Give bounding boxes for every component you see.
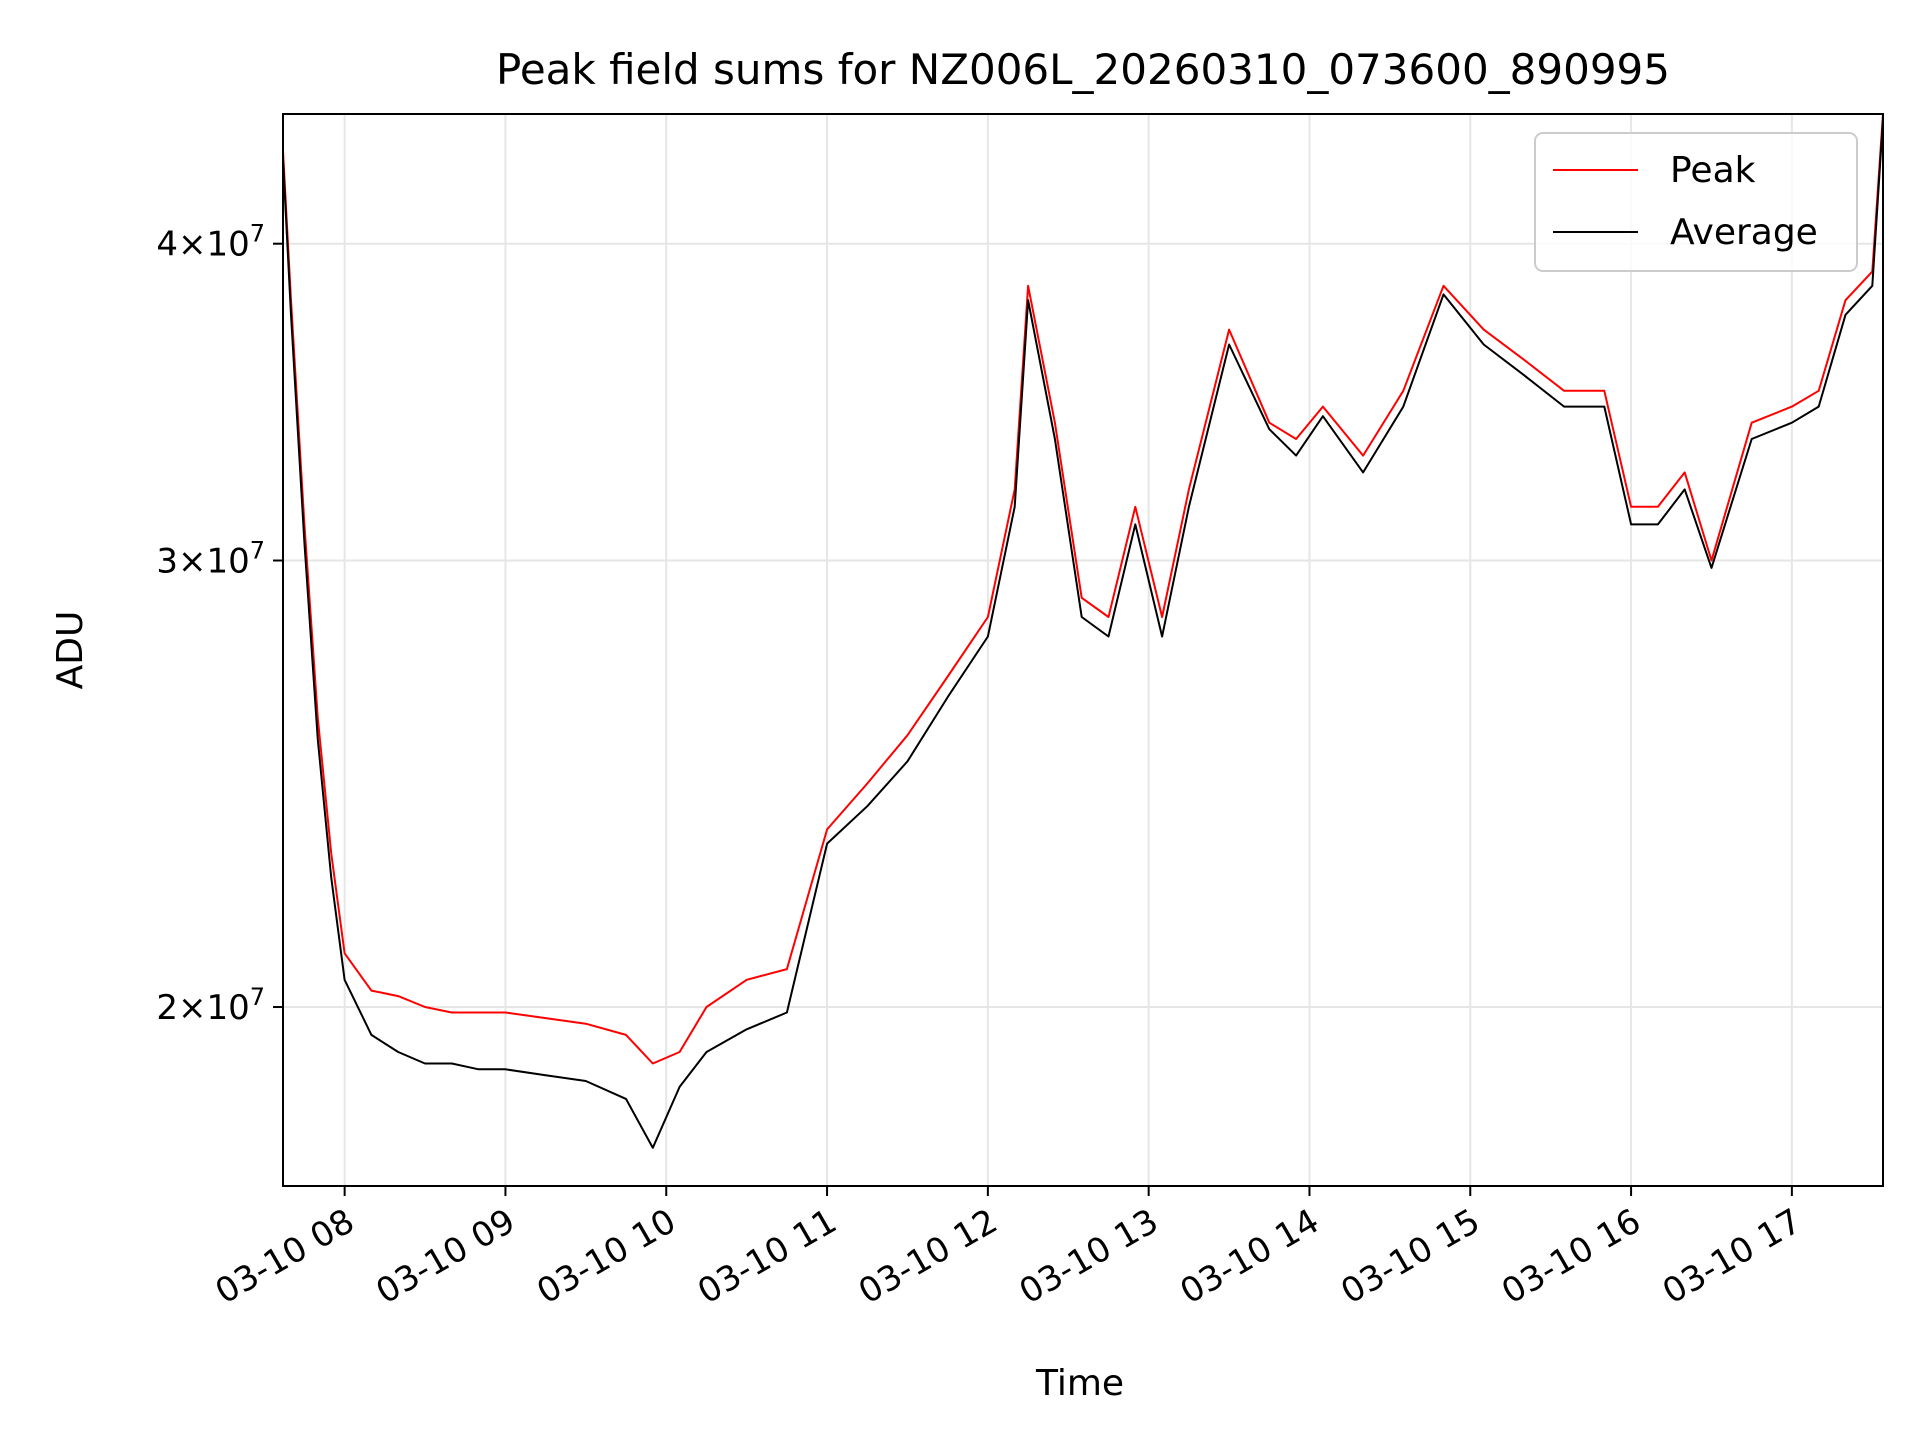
y-axis-label: ADU	[50, 611, 91, 690]
plot-frame	[282, 113, 1884, 1187]
legend-label-average: Average	[1670, 212, 1818, 253]
legend-box	[1534, 132, 1858, 272]
chart-title: Peak field sums for NZ006L_20260310_0736…	[496, 45, 1670, 94]
series-line-average	[282, 118, 1884, 1149]
x-axis-label: Time	[1035, 1363, 1124, 1404]
series-layer	[282, 113, 1884, 1149]
series-line-peak	[282, 113, 1884, 1065]
legend-label-peak: Peak	[1670, 150, 1756, 191]
y-tick-label: 3×107	[156, 537, 265, 582]
y-tick-label: 2×107	[156, 983, 265, 1028]
y-tick-label: 4×107	[156, 220, 265, 265]
grid	[283, 114, 1883, 1186]
y-axis: 2×107 3×107 4×107	[156, 220, 283, 1028]
legend: Peak Average	[1534, 132, 1858, 272]
